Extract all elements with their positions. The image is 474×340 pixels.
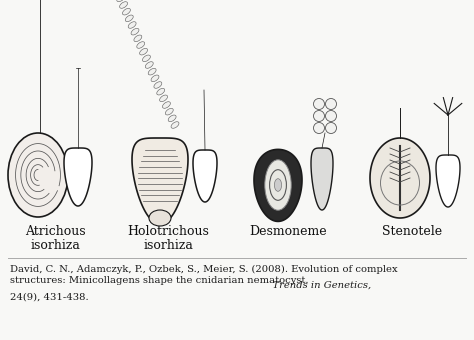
Ellipse shape <box>149 210 171 226</box>
Text: isorhiza: isorhiza <box>30 239 80 252</box>
Ellipse shape <box>8 133 68 217</box>
Ellipse shape <box>274 179 282 191</box>
Ellipse shape <box>128 22 136 28</box>
Polygon shape <box>193 150 217 202</box>
Ellipse shape <box>146 62 153 68</box>
Ellipse shape <box>137 42 145 48</box>
Ellipse shape <box>265 160 291 210</box>
Polygon shape <box>311 148 333 210</box>
Ellipse shape <box>165 108 173 115</box>
Ellipse shape <box>140 48 147 55</box>
Text: Atrichous: Atrichous <box>25 225 85 238</box>
Polygon shape <box>254 149 302 221</box>
Circle shape <box>313 99 325 109</box>
Ellipse shape <box>122 8 130 15</box>
Text: Desmoneme: Desmoneme <box>249 225 327 238</box>
Ellipse shape <box>148 68 156 75</box>
Ellipse shape <box>125 15 133 22</box>
Ellipse shape <box>171 122 179 128</box>
Text: isorhiza: isorhiza <box>143 239 193 252</box>
Circle shape <box>326 99 337 109</box>
Polygon shape <box>370 138 430 218</box>
Ellipse shape <box>143 55 150 62</box>
Ellipse shape <box>154 82 162 88</box>
Text: Stenotele: Stenotele <box>382 225 442 238</box>
Ellipse shape <box>168 115 176 122</box>
Circle shape <box>326 110 337 121</box>
Ellipse shape <box>151 75 159 82</box>
Ellipse shape <box>131 28 139 35</box>
Text: 24(9), 431-438.: 24(9), 431-438. <box>10 293 89 302</box>
Polygon shape <box>436 155 460 207</box>
Circle shape <box>326 122 337 134</box>
Ellipse shape <box>160 95 167 102</box>
Polygon shape <box>64 148 92 206</box>
Text: Trends in Genetics,: Trends in Genetics, <box>10 281 371 290</box>
Ellipse shape <box>157 88 164 95</box>
Ellipse shape <box>119 2 128 8</box>
Circle shape <box>313 110 325 121</box>
Ellipse shape <box>163 102 170 108</box>
Polygon shape <box>132 138 188 224</box>
Ellipse shape <box>134 35 142 41</box>
Text: Holotrichous: Holotrichous <box>127 225 209 238</box>
Text: David, C. N., Adamczyk, P., Ozbek, S., Meier, S. (2008). Evolution of complex
st: David, C. N., Adamczyk, P., Ozbek, S., M… <box>10 265 398 285</box>
Circle shape <box>313 122 325 134</box>
Ellipse shape <box>117 0 125 2</box>
